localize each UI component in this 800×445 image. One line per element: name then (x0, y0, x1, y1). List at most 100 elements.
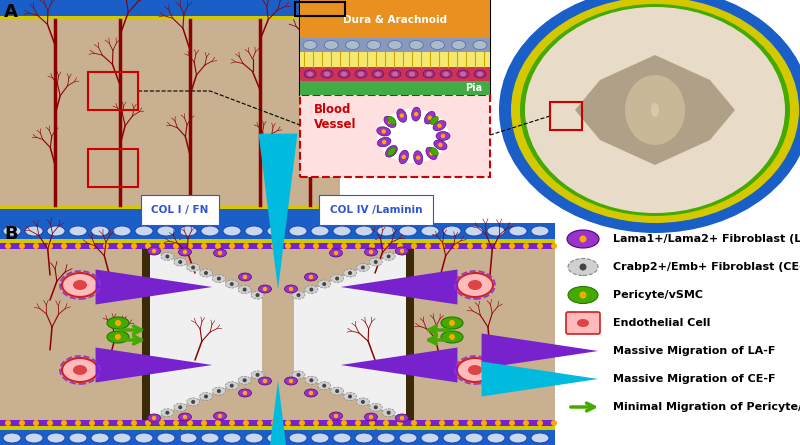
Ellipse shape (267, 433, 285, 443)
Polygon shape (294, 249, 414, 420)
Circle shape (438, 143, 442, 147)
Ellipse shape (285, 377, 298, 385)
FancyBboxPatch shape (300, 0, 490, 95)
Circle shape (289, 287, 293, 291)
Circle shape (416, 155, 421, 160)
Ellipse shape (304, 70, 316, 78)
Text: A: A (4, 3, 18, 21)
Ellipse shape (436, 132, 450, 141)
Bar (0, 420, 555, 426)
Ellipse shape (285, 285, 298, 293)
Ellipse shape (292, 371, 305, 379)
Ellipse shape (157, 226, 175, 236)
Ellipse shape (238, 286, 251, 294)
Ellipse shape (509, 226, 527, 236)
Circle shape (334, 414, 338, 418)
Ellipse shape (311, 433, 329, 443)
Circle shape (509, 243, 515, 249)
Ellipse shape (365, 413, 378, 421)
Ellipse shape (412, 107, 421, 121)
Text: Massive Migration of LA-F: Massive Migration of LA-F (613, 346, 775, 356)
Circle shape (334, 251, 338, 255)
Ellipse shape (577, 319, 589, 327)
Ellipse shape (267, 226, 285, 236)
Text: Massive Migration of CE-F: Massive Migration of CE-F (613, 374, 775, 384)
Ellipse shape (465, 433, 483, 443)
Ellipse shape (238, 389, 251, 397)
Ellipse shape (174, 258, 186, 266)
Bar (0, 430, 555, 445)
Circle shape (361, 400, 365, 404)
Circle shape (341, 420, 347, 426)
Ellipse shape (441, 331, 463, 343)
Circle shape (425, 243, 431, 249)
Ellipse shape (47, 433, 65, 443)
Ellipse shape (245, 226, 263, 236)
Ellipse shape (161, 252, 174, 260)
Bar (300, 67, 490, 81)
Ellipse shape (238, 376, 251, 384)
Ellipse shape (388, 116, 396, 125)
Bar (550, 102, 582, 130)
Circle shape (47, 243, 53, 249)
Ellipse shape (318, 382, 330, 390)
Circle shape (348, 271, 352, 275)
Circle shape (369, 243, 375, 249)
Circle shape (297, 293, 301, 297)
Circle shape (153, 249, 157, 253)
Circle shape (509, 420, 515, 426)
Ellipse shape (424, 111, 435, 124)
Circle shape (47, 420, 53, 426)
Ellipse shape (341, 72, 347, 77)
Ellipse shape (567, 230, 599, 248)
Ellipse shape (214, 412, 226, 420)
Text: Minimal Migration of Pericyte/vSMC: Minimal Migration of Pericyte/vSMC (613, 402, 800, 412)
Ellipse shape (343, 392, 357, 400)
Circle shape (115, 334, 121, 340)
Circle shape (411, 420, 417, 426)
Ellipse shape (330, 412, 342, 420)
Ellipse shape (226, 382, 238, 390)
Ellipse shape (113, 226, 131, 236)
Ellipse shape (457, 70, 469, 78)
Ellipse shape (443, 72, 449, 77)
Ellipse shape (421, 433, 439, 443)
Circle shape (481, 243, 487, 249)
Ellipse shape (62, 358, 98, 382)
Ellipse shape (214, 249, 226, 257)
Circle shape (427, 116, 432, 120)
Circle shape (173, 243, 179, 249)
Circle shape (400, 416, 404, 420)
Ellipse shape (178, 248, 191, 256)
Circle shape (218, 414, 222, 418)
Ellipse shape (440, 70, 452, 78)
Ellipse shape (321, 70, 333, 78)
Ellipse shape (625, 75, 685, 145)
Circle shape (215, 243, 221, 249)
Circle shape (166, 255, 170, 259)
Bar (0, 243, 555, 249)
Circle shape (297, 373, 301, 377)
Circle shape (397, 243, 403, 249)
Ellipse shape (201, 433, 219, 443)
Circle shape (390, 149, 394, 154)
Circle shape (449, 320, 455, 326)
Ellipse shape (372, 70, 384, 78)
Circle shape (271, 243, 277, 249)
Ellipse shape (307, 72, 313, 77)
Ellipse shape (69, 226, 87, 236)
Ellipse shape (457, 358, 493, 382)
Ellipse shape (409, 72, 415, 77)
Circle shape (89, 420, 95, 426)
Circle shape (355, 420, 361, 426)
Ellipse shape (186, 398, 200, 406)
Ellipse shape (330, 275, 344, 283)
Ellipse shape (147, 414, 161, 422)
Ellipse shape (356, 398, 370, 406)
Circle shape (33, 420, 39, 426)
Circle shape (309, 275, 314, 279)
Ellipse shape (452, 40, 466, 49)
Circle shape (313, 243, 319, 249)
Bar (0, 16, 340, 20)
Circle shape (341, 243, 347, 249)
